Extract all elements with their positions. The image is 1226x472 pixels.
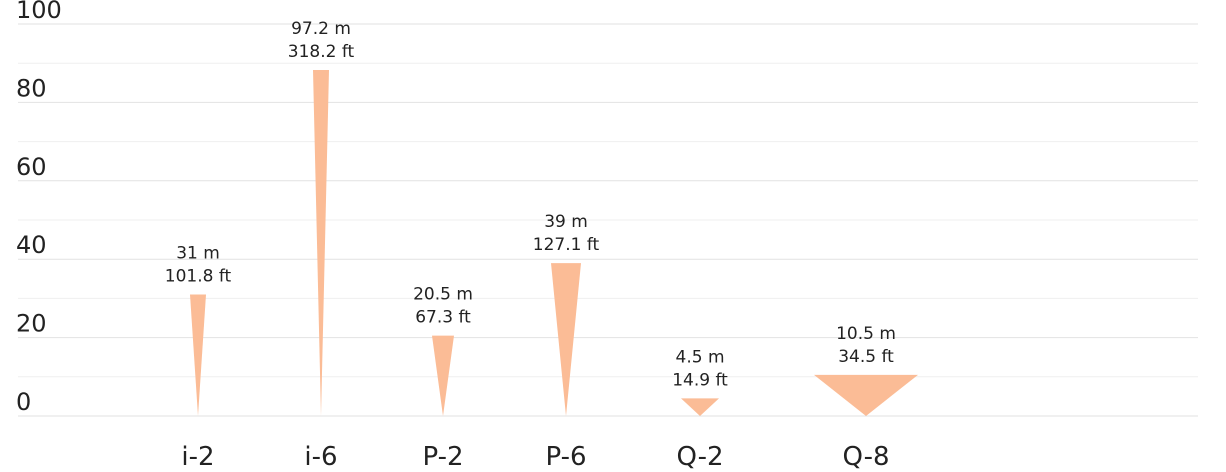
- y-axis-ticks: 0 20 40 60 80 100: [16, 0, 62, 416]
- y-tick-label: 0: [16, 388, 31, 416]
- y-tick-label: 20: [16, 310, 47, 338]
- x-tick-label: P-2: [422, 442, 463, 472]
- data-label-meters: 39 m: [544, 212, 588, 232]
- data-label-feet: 127.1 ft: [533, 235, 600, 255]
- data-label-feet: 67.3 ft: [415, 308, 471, 328]
- bar-Q-8: [814, 374, 918, 416]
- bar-i-6: [313, 70, 329, 416]
- x-tick-label: i-2: [181, 442, 214, 472]
- x-axis-ticks: i-2 i-6 P-2 P-6 Q-2 Q-8: [181, 442, 889, 472]
- y-tick-label: 100: [16, 0, 62, 24]
- x-tick-label: Q-2: [676, 442, 723, 472]
- x-tick-label: Q-8: [842, 442, 889, 472]
- bar-P-2: [432, 335, 454, 416]
- data-label-meters: 4.5 m: [676, 347, 725, 367]
- data-label-feet: 34.5 ft: [838, 347, 894, 367]
- data-label-feet: 101.8 ft: [165, 266, 232, 286]
- x-tick-label: P-6: [545, 442, 586, 472]
- bars: [190, 70, 918, 416]
- data-label-meters: 97.2 m: [291, 19, 351, 39]
- bar-P-6: [551, 263, 581, 416]
- y-tick-label: 40: [16, 231, 47, 259]
- bar-Q-2: [681, 398, 719, 416]
- y-tick-label: 60: [16, 153, 47, 181]
- x-tick-label: i-6: [304, 442, 337, 472]
- bar-i-2: [190, 294, 206, 416]
- data-label-meters: 20.5 m: [413, 285, 473, 305]
- data-label-feet: 14.9 ft: [672, 370, 728, 390]
- data-labels: 31 m 101.8 ft 97.2 m 318.2 ft 20.5 m 67.3 ft 3…: [165, 19, 896, 390]
- grid-lines: [18, 23, 1198, 417]
- y-tick-label: 80: [16, 74, 47, 102]
- data-label-meters: 10.5 m: [836, 324, 896, 344]
- data-label-meters: 31 m: [176, 243, 220, 263]
- data-label-feet: 318.2 ft: [288, 42, 355, 62]
